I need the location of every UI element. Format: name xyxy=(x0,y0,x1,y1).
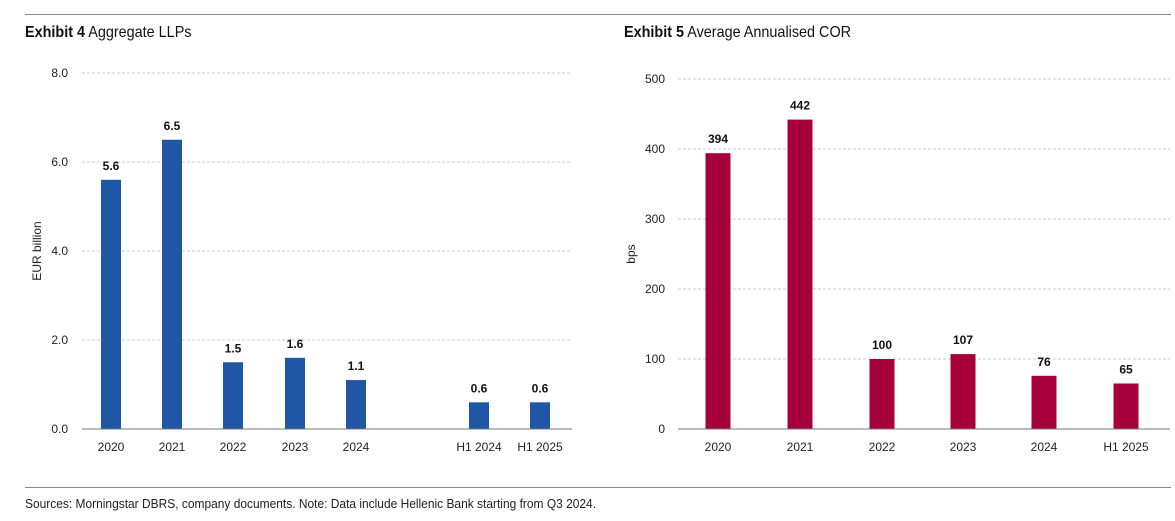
cor-y-tick-label: 400 xyxy=(645,142,665,156)
llp-x-tick-label: 2020 xyxy=(98,440,125,454)
llp-bar-chart: 0.0 2.0 4.0 6.0 8.0 EUR billion 5.6 2020 6.5 2021… xyxy=(30,66,572,454)
cor-y-tick-label: 0 xyxy=(658,422,665,436)
top-rule xyxy=(25,14,1171,15)
llp-y-tick-label: 2.0 xyxy=(51,333,68,347)
cor-y-tick-label: 500 xyxy=(645,72,665,86)
llp-bar xyxy=(469,402,489,429)
cor-y-tick-label: 300 xyxy=(645,212,665,226)
llp-y-axis-label: EUR billion xyxy=(30,221,44,280)
cor-bar xyxy=(1031,375,1057,429)
exhibit-5-title: Exhibit 5 Average Annualised COR xyxy=(624,24,851,42)
llp-data-label: 5.6 xyxy=(103,159,120,173)
llp-data-label: 1.6 xyxy=(287,337,304,351)
llp-x-tick-label: 2024 xyxy=(343,440,370,454)
llp-data-label: 6.5 xyxy=(164,119,181,133)
llp-bar xyxy=(223,362,243,429)
cor-y-tick-label: 100 xyxy=(645,352,665,366)
llp-y-tick-label: 8.0 xyxy=(51,66,68,80)
cor-bar xyxy=(950,354,976,429)
llp-y-tick-label: 0.0 xyxy=(51,422,68,436)
cor-bar xyxy=(1113,383,1139,429)
cor-x-tick-label: 2022 xyxy=(869,440,896,454)
llp-x-tick-label: H1 2024 xyxy=(456,440,502,454)
cor-data-label: 65 xyxy=(1119,363,1133,377)
llp-x-tick-label: 2023 xyxy=(282,440,309,454)
llp-x-tick-label: 2022 xyxy=(220,440,247,454)
llp-x-tick-label: 2021 xyxy=(159,440,186,454)
llp-data-label: 0.6 xyxy=(532,381,549,395)
llp-data-label: 0.6 xyxy=(471,381,488,395)
bottom-rule xyxy=(25,487,1171,488)
cor-bar xyxy=(705,153,731,429)
source-note: Sources: Morningstar DBRS, company docum… xyxy=(25,496,597,511)
llp-data-label: 1.1 xyxy=(348,359,365,373)
cor-data-label: 107 xyxy=(953,333,973,347)
exhibit-4-title: Exhibit 4 Aggregate LLPs xyxy=(25,24,192,42)
llp-x-tick-label: H1 2025 xyxy=(517,440,563,454)
cor-data-label: 100 xyxy=(872,338,892,352)
exhibit-4-label: Exhibit 4 xyxy=(25,24,86,41)
cor-bar xyxy=(869,359,895,429)
exhibit-5-name: Average Annualised COR xyxy=(687,24,852,41)
cor-x-tick-label: 2024 xyxy=(1031,440,1058,454)
llp-data-label: 1.5 xyxy=(225,341,242,355)
cor-bar xyxy=(787,119,813,429)
cor-bar-chart: 0 100 200 300 400 500 bps 394 2020 442 2021 100 2022… xyxy=(624,72,1170,454)
cor-y-axis-label: bps xyxy=(624,244,638,263)
llp-y-tick-label: 4.0 xyxy=(51,244,68,258)
cor-data-label: 394 xyxy=(708,132,728,146)
cor-x-tick-label: H1 2025 xyxy=(1103,440,1149,454)
cor-x-tick-label: 2020 xyxy=(705,440,732,454)
cor-y-tick-label: 200 xyxy=(645,282,665,296)
llp-bar xyxy=(285,357,305,429)
llp-bar xyxy=(530,402,550,429)
llp-y-tick-label: 6.0 xyxy=(51,155,68,169)
exhibit-5-label: Exhibit 5 xyxy=(624,24,685,41)
llp-bar xyxy=(162,139,182,429)
cor-data-label: 76 xyxy=(1037,355,1051,369)
exhibit-4-name: Aggregate LLPs xyxy=(88,24,192,41)
cor-x-tick-label: 2023 xyxy=(950,440,977,454)
llp-bar xyxy=(101,179,121,429)
cor-x-tick-label: 2021 xyxy=(787,440,814,454)
cor-data-label: 442 xyxy=(790,99,810,113)
llp-bar xyxy=(346,380,366,429)
